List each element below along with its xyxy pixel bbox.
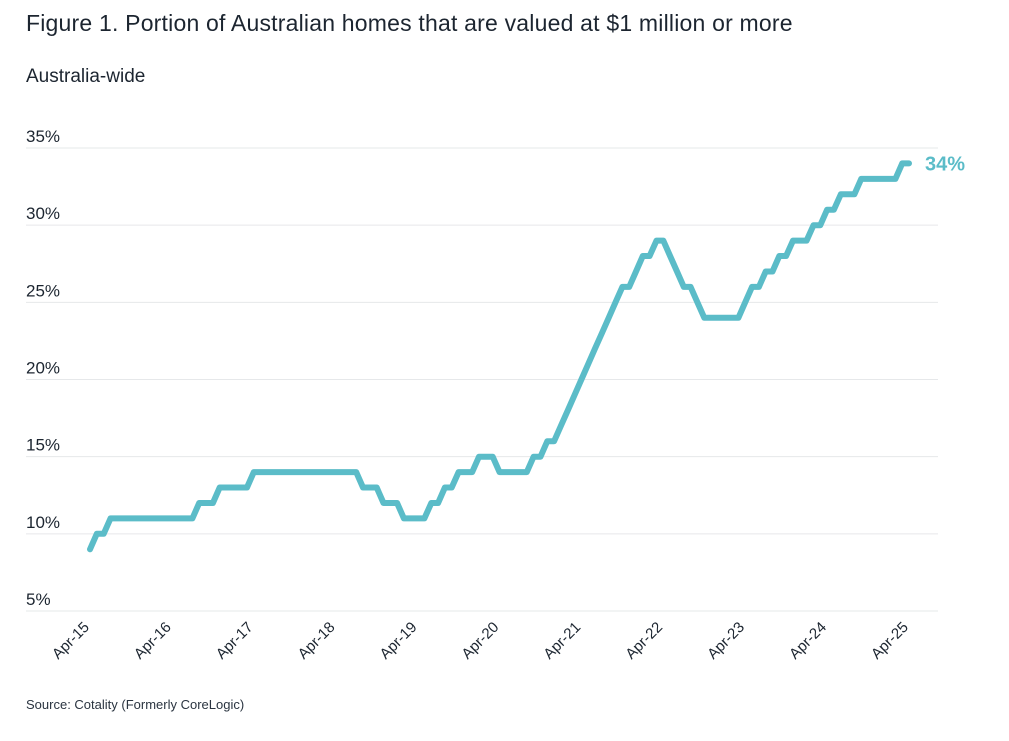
y-tick-label: 20% <box>26 359 60 378</box>
y-tick-label: 15% <box>26 436 60 455</box>
series-line-australia-wide <box>87 160 912 553</box>
y-tick-label: 10% <box>26 513 60 532</box>
source-note: Source: Cotality (Formerly CoreLogic) <box>26 697 245 712</box>
x-tick-label: Apr-24 <box>786 619 830 663</box>
x-tick-label: Apr-17 <box>213 619 257 663</box>
x-tick-label: Apr-22 <box>622 619 666 663</box>
x-tick-label: Apr-16 <box>131 619 175 663</box>
x-tick-label: Apr-25 <box>868 619 912 663</box>
y-tick-label: 35% <box>26 127 60 146</box>
x-tick-label: Apr-15 <box>49 619 93 663</box>
end-value-label: 34% <box>925 153 965 175</box>
y-tick-label: 30% <box>26 204 60 223</box>
x-tick-label: Apr-23 <box>704 619 748 663</box>
x-tick-label: Apr-21 <box>540 619 584 663</box>
y-tick-label: 5% <box>26 590 51 609</box>
x-tick-label: Apr-19 <box>377 619 421 663</box>
x-tick-label: Apr-20 <box>458 619 502 663</box>
chart-subtitle: Australia-wide <box>26 66 146 87</box>
x-tick-label: Apr-18 <box>295 619 339 663</box>
y-tick-label: 25% <box>26 281 60 300</box>
chart-title: Figure 1. Portion of Australian homes th… <box>26 10 793 36</box>
